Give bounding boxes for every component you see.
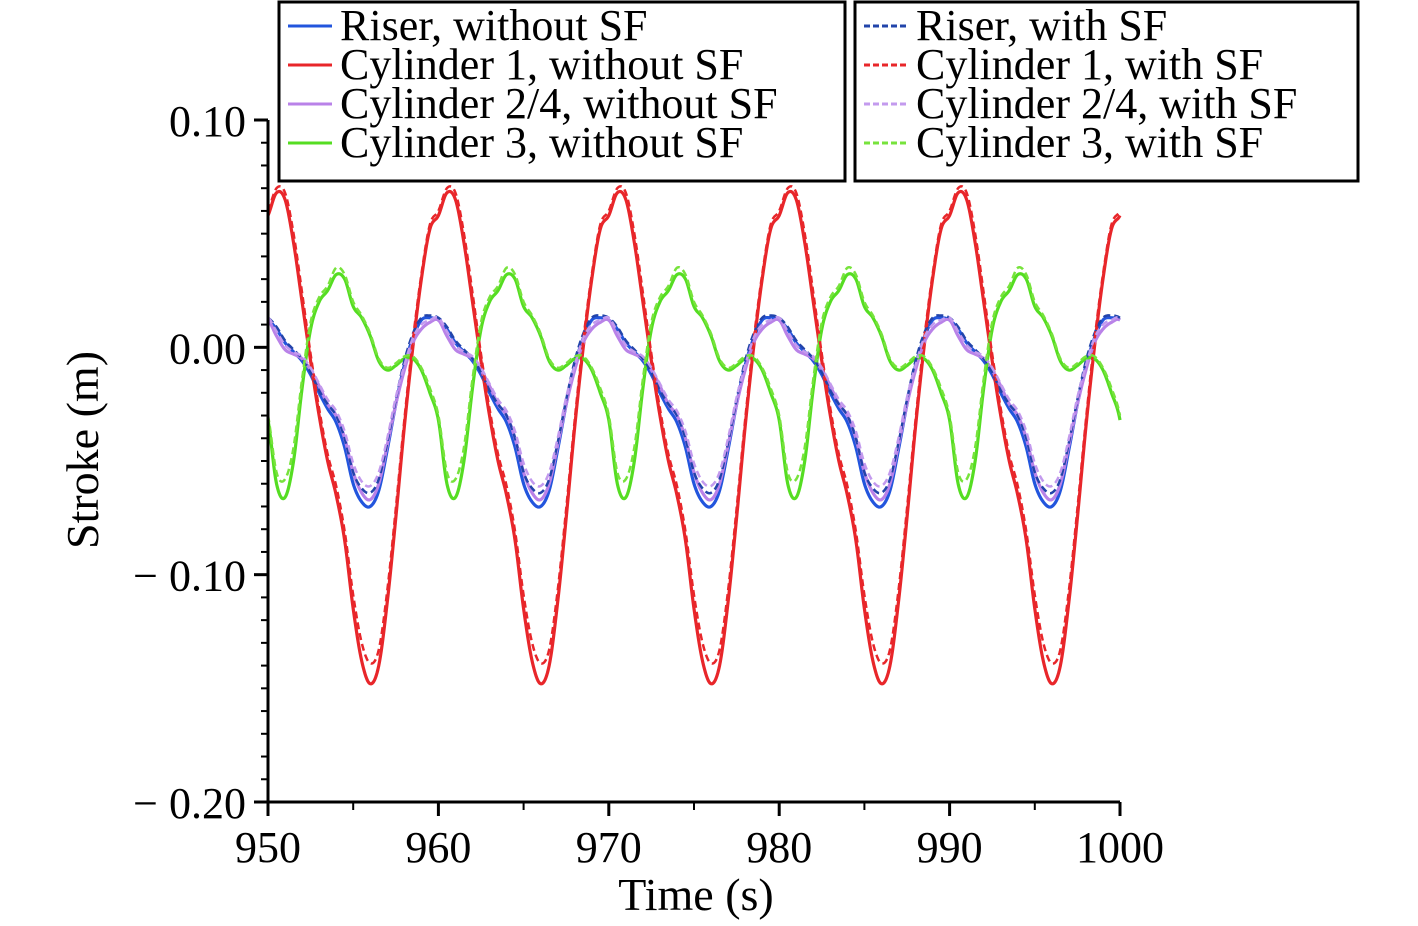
legend-label-cylinder-3-with-sf: Cylinder 3, with SF — [916, 118, 1263, 167]
legend-label-cylinder-3-without-sf: Cylinder 3, without SF — [340, 118, 743, 167]
legend-label-riser-with-sf: Riser, with SF — [916, 1, 1167, 50]
x-tick-label: 960 — [405, 823, 471, 872]
y-axis-title: Stroke (m) — [57, 351, 108, 549]
series-line-cylinder-2-4-with-sf — [267, 315, 1121, 488]
x-tick-label: 970 — [576, 823, 642, 872]
plot-lines — [266, 185, 1122, 686]
y-tick-label: 0.10 — [169, 97, 246, 146]
y-tick-label: 0.00 — [169, 324, 246, 373]
legend-label-riser-without-sf: Riser, without SF — [340, 1, 648, 50]
series-line-cylinder-2-4-without-sf — [266, 317, 1121, 502]
x-axis-title: Time (s) — [618, 869, 774, 920]
x-tick-label: 950 — [235, 823, 301, 872]
series-line-cylinder-1-with-sf — [266, 185, 1122, 665]
y-tick-label: − 0.10 — [133, 552, 246, 601]
legend-box-left — [277, 0, 847, 183]
y-ticks: 0.10 0.00 − 0.10 − 0.20 — [133, 97, 268, 828]
legend-label-cylinder-1-without-sf: Cylinder 1, without SF — [340, 40, 743, 89]
legend-label-cylinder-1-with-sf: Cylinder 1, with SF — [916, 40, 1263, 89]
x-ticks: 950 960 970 980 990 1000 — [235, 802, 1164, 872]
x-tick-label: 980 — [746, 823, 812, 872]
x-tick-label: 990 — [917, 823, 983, 872]
x-tick-label: 1000 — [1076, 823, 1164, 872]
legend-label-cylinder-2-4-without-sf: Cylinder 2/4, without SF — [340, 79, 778, 128]
series-line-cylinder-1-without-sf — [266, 189, 1122, 686]
series-line-cylinder-3-with-sf — [266, 265, 1122, 483]
legend-box-right — [853, 0, 1360, 183]
legend-label-cylinder-2-4-with-sf: Cylinder 2/4, with SF — [916, 79, 1297, 128]
axes: 0.10 0.00 − 0.10 − 0.20 950 960 970 980 990 1000 — [133, 97, 1164, 872]
y-tick-label: − 0.20 — [133, 779, 246, 828]
